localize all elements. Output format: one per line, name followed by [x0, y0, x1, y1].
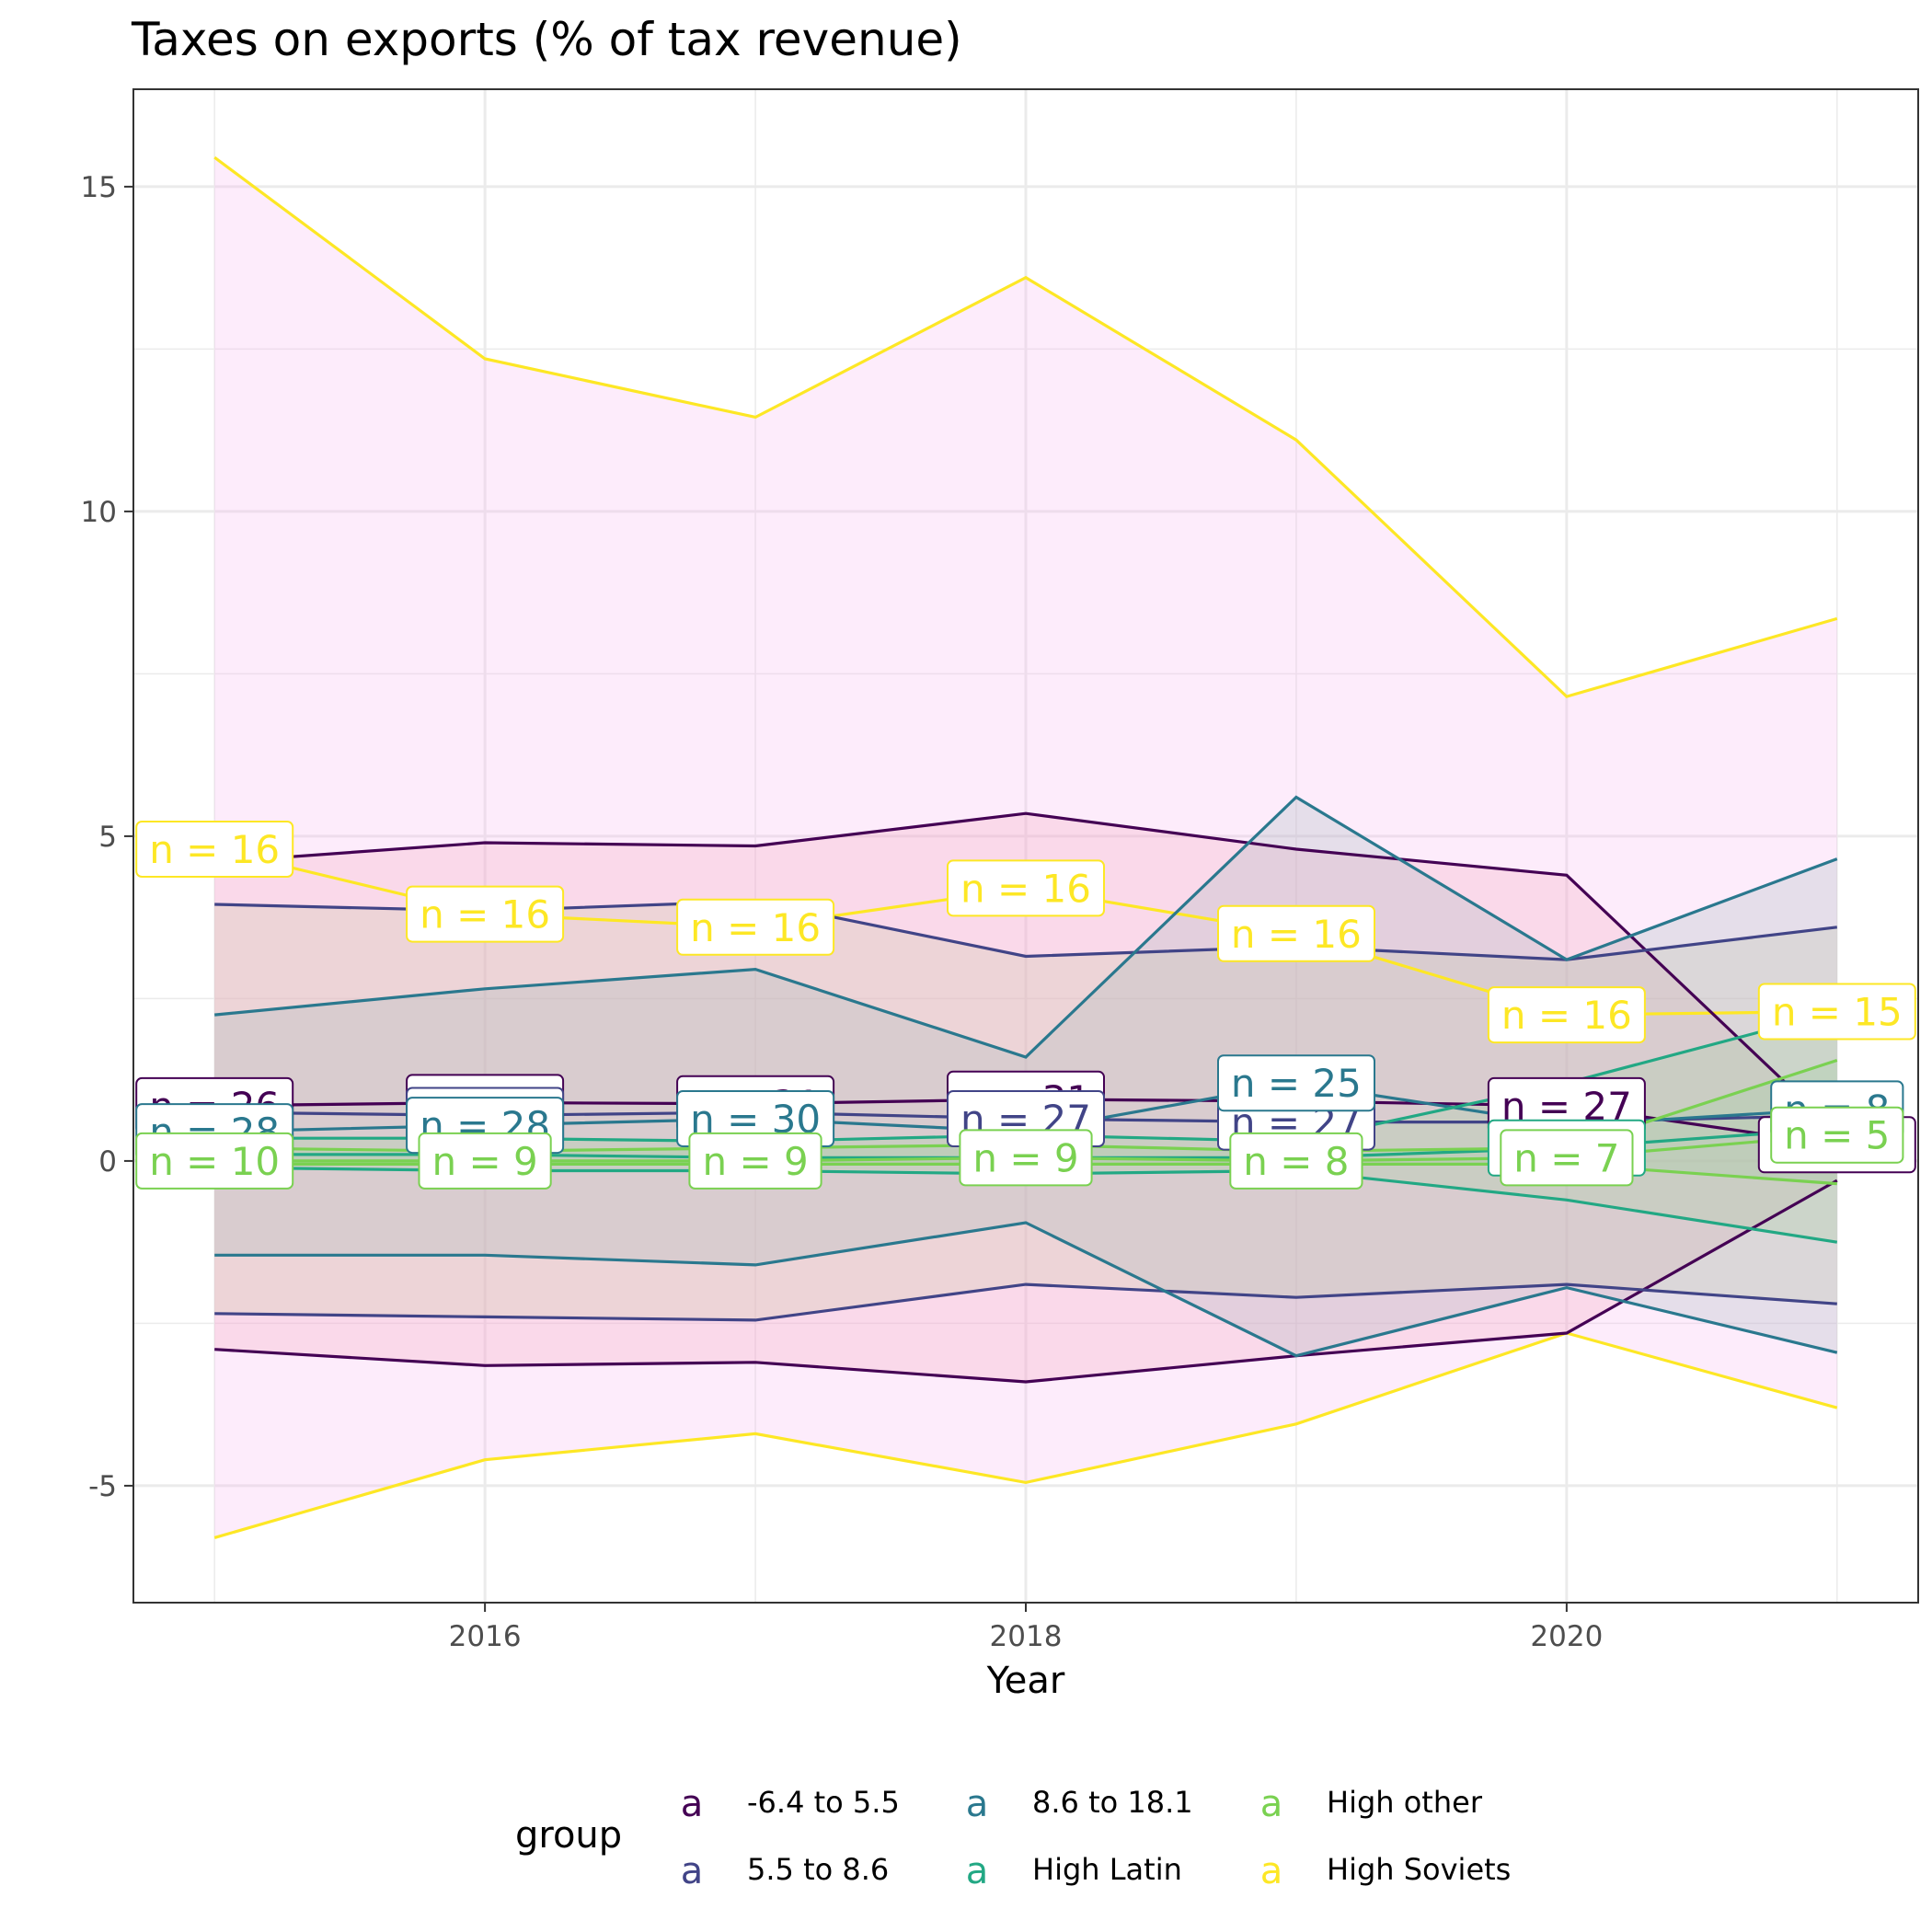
n-label-box	[135, 1132, 294, 1190]
n-label-box	[1500, 1129, 1634, 1187]
n-label-text: n = 16	[420, 892, 550, 937]
n-label: n = 16	[135, 821, 294, 878]
n-label-text: n = 16	[1501, 993, 1632, 1038]
legend-item: a -6.4 to 5.5	[681, 1783, 900, 1825]
lower-line-8-6-to-18-1	[214, 1221, 1838, 1358]
legend-key: a	[681, 1783, 704, 1825]
y-tick-label: 15	[81, 171, 117, 204]
legend-label: High Latin	[1032, 1852, 1182, 1887]
legend-label: -6.4 to 5.5	[747, 1785, 900, 1820]
n-label-text: n = 16	[690, 905, 821, 950]
x-tick-label: 2020	[1530, 1620, 1603, 1653]
n-label-box	[1229, 1132, 1363, 1190]
n-label-text: n = 16	[960, 866, 1091, 911]
n-label: n = 16	[1487, 986, 1646, 1044]
legend-label: High Soviets	[1327, 1852, 1511, 1887]
n-label-box	[688, 1132, 822, 1190]
n-label: n = 16	[1217, 904, 1375, 962]
n-label-text: n = 9	[972, 1135, 1078, 1180]
n-label-box	[406, 885, 565, 943]
legend-title: group	[515, 1814, 622, 1857]
n-label-box	[1217, 904, 1375, 962]
n-label-text: n = 10	[149, 1139, 280, 1184]
upper-line--6-4-to-5-5	[214, 811, 1838, 1133]
legend: group a -6.4 to 5.5 a 5.5 to 8.6 a 8.6 to 18.…	[515, 1783, 1511, 1892]
legend-label: High other	[1327, 1785, 1483, 1820]
legend-key: a	[1260, 1783, 1283, 1825]
n-label-box	[135, 821, 294, 878]
n-label-box	[947, 859, 1105, 917]
n-label-box	[1770, 1106, 1904, 1164]
x-tick-label: 2016	[449, 1620, 522, 1653]
legend-key: a	[681, 1850, 704, 1892]
y-tick-label: -5	[88, 1470, 117, 1503]
n-label: n = 5	[1770, 1106, 1904, 1164]
lower-line--6-4-to-5-5	[214, 1179, 1838, 1384]
n-label: n = 7	[1500, 1129, 1634, 1187]
y-tick-label: 10	[81, 496, 117, 529]
n-label: n = 16	[947, 859, 1105, 917]
n-label-box	[1217, 1054, 1375, 1112]
ribbon-high-soviets	[214, 157, 1837, 1538]
legend-key: a	[966, 1850, 989, 1892]
n-label: n = 16	[676, 898, 835, 956]
n-label-text: n = 16	[1231, 912, 1362, 957]
legend-key: a	[1260, 1850, 1283, 1892]
n-label-text: n = 7	[1513, 1135, 1619, 1180]
n-label-box	[676, 898, 835, 956]
legend-key: a	[966, 1783, 989, 1825]
n-labels: n = 26n = 29n = 31n = 31n = 27n = 19n = …	[135, 821, 1916, 1190]
n-label-text: n = 15	[1772, 990, 1903, 1035]
y-tick-label: 0	[98, 1145, 117, 1179]
y-tick-label: 5	[98, 821, 117, 854]
upper-line-8-6-to-18-1	[214, 795, 1838, 1059]
n-label: n = 16	[406, 885, 565, 943]
x-axis-title: Year	[986, 1660, 1065, 1702]
n-label-text: n = 8	[1243, 1139, 1349, 1184]
n-label: n = 9	[418, 1132, 552, 1190]
n-label-text: n = 9	[702, 1139, 808, 1184]
n-label: n = 10	[135, 1132, 294, 1190]
n-label-box	[1487, 986, 1646, 1044]
n-label: n = 15	[1757, 983, 1916, 1041]
n-label: n = 9	[688, 1132, 822, 1190]
x-tick-label: 2018	[990, 1620, 1063, 1653]
ribbons	[214, 157, 1837, 1538]
axes: -5 0 5 10 15 2016 2018 2020	[81, 171, 1604, 1653]
n-label: n = 8	[1229, 1132, 1363, 1190]
n-label: n = 9	[959, 1129, 1093, 1187]
n-label-text: n = 25	[1231, 1061, 1362, 1106]
n-label-text: n = 16	[149, 827, 280, 872]
n-label: n = 25	[1217, 1054, 1375, 1112]
n-label-text: n = 5	[1784, 1113, 1890, 1158]
legend-label: 5.5 to 8.6	[747, 1852, 889, 1887]
legend-label: 8.6 to 18.1	[1032, 1785, 1193, 1820]
n-label-box	[1757, 983, 1916, 1041]
legend-item: a High other	[1260, 1783, 1483, 1825]
n-label-box	[418, 1132, 552, 1190]
n-label-box	[959, 1129, 1093, 1187]
legend-item: a 8.6 to 18.1	[966, 1783, 1193, 1825]
n-label-text: n = 9	[431, 1139, 537, 1184]
lower-line-5-5-to-8-6	[214, 1282, 1837, 1322]
chart-title: Taxes on exports (% of tax revenue)	[131, 13, 962, 66]
legend-item: a 5.5 to 8.6	[681, 1850, 890, 1892]
upper-line-high-soviets	[213, 155, 1838, 698]
legend-item: a High Latin	[966, 1850, 1182, 1892]
legend-item: a High Soviets	[1260, 1850, 1512, 1892]
